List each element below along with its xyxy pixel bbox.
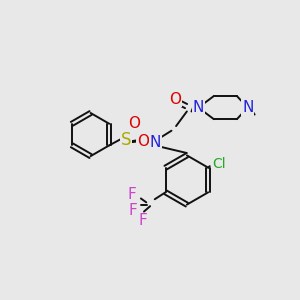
- Text: Cl: Cl: [212, 157, 226, 171]
- Text: N: N: [150, 135, 161, 150]
- Text: O: O: [128, 116, 140, 130]
- Text: O: O: [169, 92, 181, 106]
- Text: F: F: [129, 202, 138, 217]
- Text: N: N: [193, 100, 204, 115]
- Text: F: F: [138, 213, 147, 228]
- Text: F: F: [127, 187, 136, 202]
- Text: N: N: [242, 100, 254, 115]
- Text: S: S: [121, 131, 131, 149]
- Text: O: O: [137, 134, 149, 149]
